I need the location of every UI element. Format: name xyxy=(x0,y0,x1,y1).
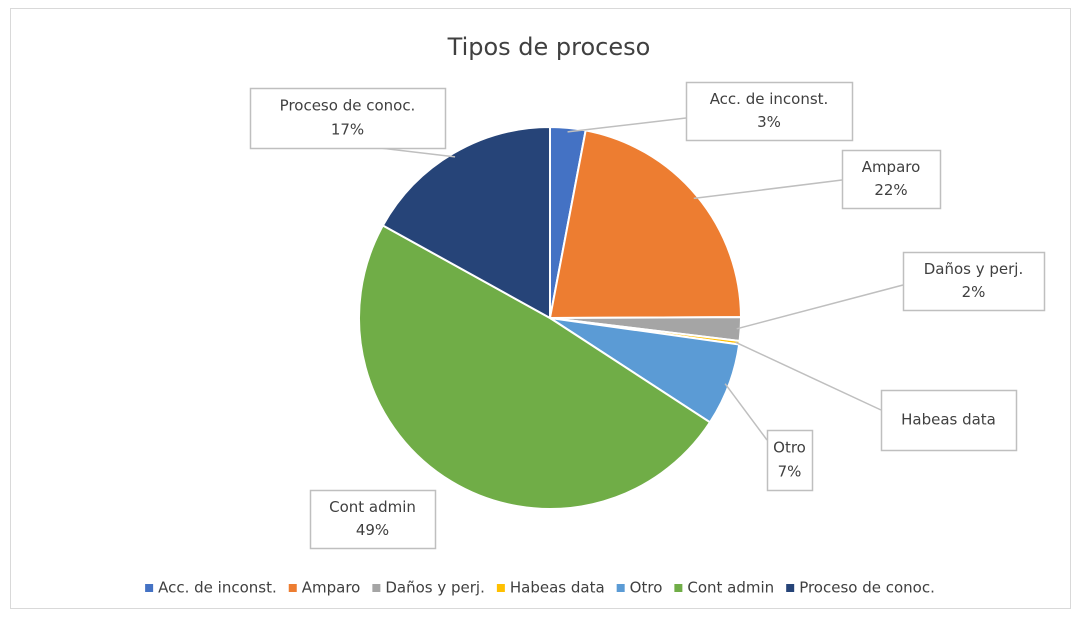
legend-swatch xyxy=(145,584,154,592)
legend-swatch xyxy=(496,584,505,592)
legend-label: Daños y perj. xyxy=(385,579,485,597)
data-label-value: 22% xyxy=(874,181,907,199)
legend-label: Habeas data xyxy=(510,579,605,597)
leader-line xyxy=(379,147,456,158)
legend-label: Acc. de inconst. xyxy=(158,579,277,597)
legend-swatch xyxy=(288,584,297,592)
data-label-box xyxy=(902,251,1046,312)
legend-swatch xyxy=(372,584,381,592)
data-label-box xyxy=(309,489,437,550)
data-label-value: 2% xyxy=(962,283,986,301)
leader-line xyxy=(567,117,687,133)
pie-slice xyxy=(381,125,551,320)
legend-label: Otro xyxy=(630,579,663,597)
data-label-name: Daños y perj. xyxy=(924,260,1024,278)
data-label-box xyxy=(766,429,814,492)
data-label-box xyxy=(249,87,447,150)
chart-title: Tipos de proceso xyxy=(447,33,651,61)
data-label-box xyxy=(841,149,942,210)
data-label-value: 7% xyxy=(778,463,802,481)
legend-swatch xyxy=(674,584,683,592)
leader-line xyxy=(693,179,843,200)
data-label-name: Habeas data xyxy=(901,411,996,429)
data-label-name: Amparo xyxy=(862,158,921,176)
leader-line xyxy=(736,284,904,330)
legend-swatch xyxy=(786,584,795,592)
legend-label: Proceso de conoc. xyxy=(799,579,935,597)
legend-label: Amparo xyxy=(302,579,361,597)
data-label-name: Acc. de inconst. xyxy=(710,90,829,108)
leader-line xyxy=(735,341,882,411)
data-label-name: Proceso de conoc. xyxy=(280,97,416,115)
legend-label: Cont admin xyxy=(687,579,774,597)
pie-slice xyxy=(358,224,712,510)
data-label-name: Otro xyxy=(773,439,806,457)
data-label-box xyxy=(880,389,1018,452)
data-label-name: Cont admin xyxy=(329,498,416,516)
data-label-value: 49% xyxy=(356,521,389,539)
legend: Acc. de inconst. Amparo Daños y perj. Habea… xyxy=(145,579,935,597)
pie-slice xyxy=(548,129,743,320)
leader-line xyxy=(724,383,768,441)
legend-swatch xyxy=(616,584,625,592)
data-label-value: 17% xyxy=(331,121,364,139)
data-label-value: 3% xyxy=(757,113,781,131)
data-label-box xyxy=(685,81,854,142)
